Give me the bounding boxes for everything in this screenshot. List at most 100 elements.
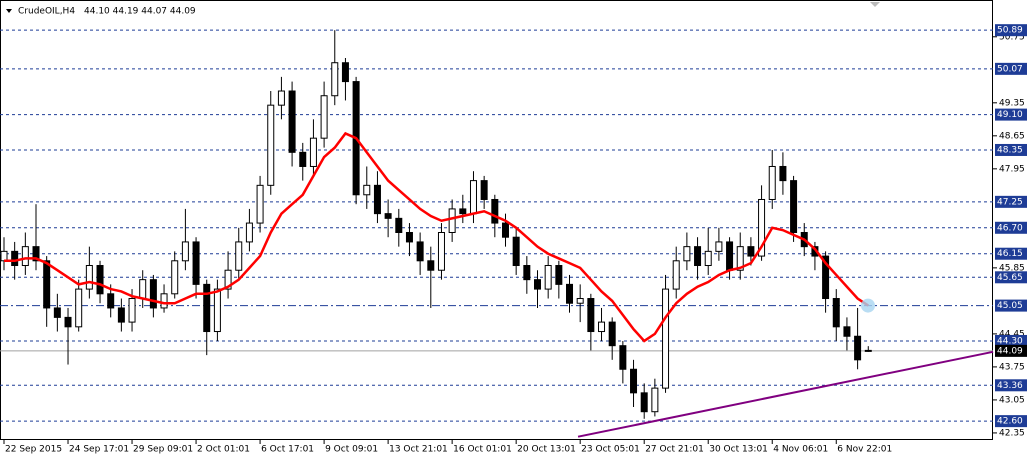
candle-body [256,184,264,224]
candle-body [128,298,136,323]
candle-body [171,260,179,295]
candle-body [43,260,51,309]
candle-body [405,231,413,243]
candle-body [32,246,40,262]
candle-body [683,246,691,262]
level-label-box [995,271,1027,284]
anchor-dot [861,298,875,313]
current-price-label: 44.09 [997,346,1023,356]
candle-body [779,165,787,182]
candle-body [53,307,61,318]
candle-body [427,260,435,271]
level-label-box [995,247,1027,260]
scroll-arrow[interactable] [870,2,880,7]
candle-body [373,184,381,215]
candle-body [715,241,723,252]
moving-average [4,131,869,343]
candle-body [694,246,702,267]
level-label: 50.89 [997,26,1023,36]
candle-body [384,213,392,219]
menu-arrow[interactable] [6,9,12,13]
y-tick-label: 48.65 [999,131,1025,141]
candle-body [192,241,200,285]
level-label: 45.05 [997,301,1023,311]
candle-body [469,180,477,215]
candle-body [747,246,755,257]
candle-body [267,104,275,186]
ohlc-text: 44.10 44.19 44.07 44.09 [84,7,196,17]
candle-body [726,241,734,271]
x-tick-label: 6 Nov 22:01 [837,445,892,455]
candle-body [758,198,766,257]
level-label-box [995,379,1027,392]
candle-body [630,368,638,394]
candle-body [96,265,104,295]
candle-body [854,335,862,361]
candle-body [11,250,19,267]
candle-body [491,198,499,224]
candle-body [555,265,563,285]
level-label-box [995,415,1027,428]
candle-body [672,260,680,290]
level-label: 42.60 [997,417,1023,427]
level-label-box [995,221,1027,234]
candle-body [640,392,648,413]
candle-body [117,307,125,323]
candle-body [107,293,115,309]
x-tick-label: 9 Oct 09:01 [325,445,378,455]
level-label-box [995,195,1027,208]
candle-body [277,90,285,106]
candle-body [203,283,211,333]
candle-body [619,345,627,370]
level-label-box [995,24,1027,37]
level-label: 46.70 [997,223,1023,233]
candle-body [363,184,371,196]
candle-body [512,236,520,267]
level-label-box [995,143,1027,156]
level-label: 50.07 [997,64,1023,74]
candle-body [864,349,872,352]
y-tick-label: 42.35 [999,428,1025,438]
y-tick-label: 50.75 [999,32,1025,42]
level-label-box [995,299,1027,312]
x-tick-label: 23 Oct 05:01 [581,445,640,455]
x-tick-label: 29 Sep 09:01 [133,445,193,455]
x-tick-label: 27 Oct 21:01 [645,445,704,455]
level-label-box [995,62,1027,75]
candle-body [21,246,29,267]
current-price-box [995,344,1027,357]
level-label: 49.10 [997,110,1023,120]
candle-body [822,255,830,300]
candle-body [213,288,221,333]
level-label: 48.35 [997,145,1023,155]
y-tick-label: 45.85 [999,263,1025,273]
candle-body [790,180,798,233]
candle-body [85,265,93,290]
candle-body [75,288,83,328]
candle-body [544,265,552,290]
x-tick-label: 22 Sep 2015 [5,445,62,455]
candle-body [566,283,574,304]
candle-body [704,250,712,267]
candle-body [288,90,296,153]
candle-body [395,217,403,233]
candle-body [309,137,317,167]
candle-body [832,298,840,328]
candle-body [587,298,595,333]
candle-body [437,231,445,271]
candle-body [235,241,243,271]
candle-body [320,95,328,139]
x-tick-label: 13 Oct 21:01 [389,445,448,455]
candle-body [448,208,456,233]
candle-body [608,321,616,347]
candle-body [341,62,349,83]
candle-body [843,326,851,337]
candle-body [331,62,339,97]
level-label: 43.36 [997,381,1023,391]
level-label-box [995,334,1027,347]
candle-body [534,279,541,290]
x-tick-label: 24 Sep 17:01 [69,445,129,455]
candle-body [651,387,659,413]
y-tick-label: 49.35 [999,98,1025,108]
